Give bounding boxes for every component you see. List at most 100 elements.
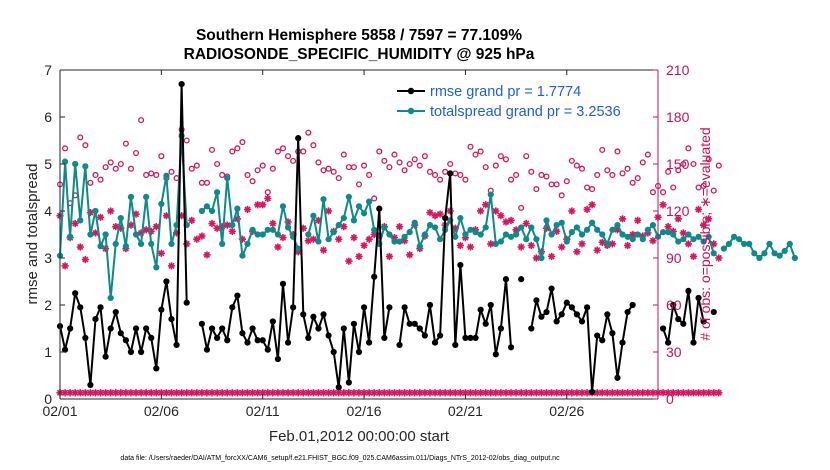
rmse-point <box>360 304 368 311</box>
possible-count-point <box>127 165 134 172</box>
rmse-point <box>305 334 312 341</box>
rmse-point <box>335 384 342 391</box>
rmse-point <box>396 341 403 349</box>
x-tick-label: 02/21 <box>448 403 483 419</box>
legend-rmse-label: rmse grand pr = 1.7774 <box>430 84 581 100</box>
spread-point <box>137 240 145 247</box>
possible-count-point <box>528 168 535 175</box>
y2-tick-label: 120 <box>666 203 690 219</box>
spread-point <box>168 240 175 247</box>
evaluated-count-point <box>360 241 368 250</box>
rmse-point <box>61 346 69 353</box>
possible-count-point <box>391 151 398 158</box>
spread-point <box>538 254 545 262</box>
spread-point <box>117 214 124 222</box>
possible-count-point <box>660 189 667 196</box>
rmse-point <box>239 330 246 337</box>
evaluated-count-point <box>507 216 515 224</box>
spread-point <box>578 231 586 238</box>
possible-count-point <box>437 176 444 183</box>
evaluated-count-point <box>487 389 495 397</box>
spread-point <box>127 193 135 200</box>
spread-point <box>198 207 205 215</box>
rmse-point <box>700 318 707 325</box>
evaluated-count-point <box>517 243 525 251</box>
spread-point <box>340 214 347 222</box>
possible-count-point <box>624 165 631 172</box>
possible-count-point <box>578 165 586 172</box>
evaluated-count-point <box>188 216 196 224</box>
evaluated-count-point <box>203 251 211 259</box>
evaluated-count-point <box>618 215 627 223</box>
spread-point <box>695 233 702 240</box>
rmse-point <box>528 325 535 332</box>
spread-point <box>624 233 631 240</box>
rmse-point <box>659 325 667 332</box>
evaluated-count-point <box>117 389 125 397</box>
possible-count-point <box>386 164 393 171</box>
spread-point <box>619 231 626 238</box>
evaluated-count-point <box>634 389 642 397</box>
rmse-point <box>224 337 231 344</box>
evaluated-count-point <box>573 248 581 256</box>
rmse-point <box>411 320 418 327</box>
spread-line <box>59 134 188 299</box>
rmse-point <box>386 304 393 311</box>
spread-point <box>685 231 692 238</box>
rmse-point <box>143 325 150 332</box>
y-tick-label: 0 <box>44 391 52 407</box>
possible-count-point <box>122 140 129 147</box>
rmse-point <box>467 334 474 341</box>
y2-tick-label: 150 <box>666 156 690 172</box>
legend: rmse grand pr = 1.7774 totalspread grand… <box>388 76 650 124</box>
evaluated-count-point <box>96 389 105 397</box>
rmse-point <box>507 344 515 351</box>
possible-count-point <box>715 162 722 169</box>
possible-count-point <box>158 153 165 160</box>
possible-count-point <box>366 171 373 179</box>
spread-point <box>431 224 439 231</box>
spread-point <box>543 217 550 224</box>
spread-point <box>249 226 256 233</box>
possible-count-point <box>62 145 69 152</box>
spread-point <box>589 219 596 226</box>
evaluated-count-point <box>385 252 394 261</box>
possible-count-point <box>507 176 515 183</box>
possible-count-point <box>143 171 150 179</box>
rmse-point <box>366 339 373 346</box>
possible-count-point <box>573 162 580 169</box>
evaluated-count-point <box>497 389 505 397</box>
possible-count-point <box>396 159 403 166</box>
spread-point <box>350 217 358 224</box>
evaluated-count-point <box>172 389 181 397</box>
rmse-point <box>300 311 307 318</box>
evaluated-count-point <box>61 262 69 270</box>
rmse-point <box>447 170 454 177</box>
rmse-point <box>148 334 155 341</box>
evaluated-count-point <box>568 389 576 397</box>
spread-point <box>599 231 606 238</box>
legend-spread-label: totalspread grand pr = 3.2536 <box>430 104 621 120</box>
spread-point <box>548 231 555 238</box>
spread-point <box>700 238 707 245</box>
possible-count-point <box>431 171 439 179</box>
possible-count-point <box>680 160 687 168</box>
legend-spread-marker <box>407 107 415 115</box>
y-tick-label: 3 <box>44 250 52 266</box>
spread-point <box>401 233 408 240</box>
spread-point <box>315 238 322 245</box>
rmse-point <box>695 294 702 302</box>
rmse-point <box>452 341 459 349</box>
possible-count-point <box>406 160 413 168</box>
possible-count-point <box>685 145 692 152</box>
possible-count-point <box>193 162 200 169</box>
spread-point <box>781 247 788 255</box>
spread-point <box>381 224 388 231</box>
rmse-point <box>229 304 236 311</box>
possible-count-point <box>148 170 155 177</box>
rmse-point <box>548 285 555 292</box>
rmse-point <box>436 332 444 339</box>
rmse-point <box>604 311 611 318</box>
y2-tick-label: 60 <box>666 297 682 313</box>
y2-tick-label: 90 <box>666 250 682 266</box>
